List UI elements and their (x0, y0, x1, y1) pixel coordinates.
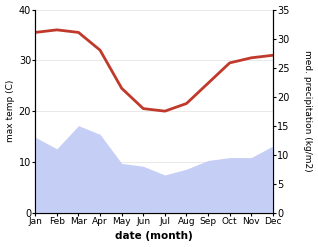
Y-axis label: max temp (C): max temp (C) (5, 80, 15, 142)
X-axis label: date (month): date (month) (115, 231, 193, 242)
Y-axis label: med. precipitation (kg/m2): med. precipitation (kg/m2) (303, 50, 313, 172)
